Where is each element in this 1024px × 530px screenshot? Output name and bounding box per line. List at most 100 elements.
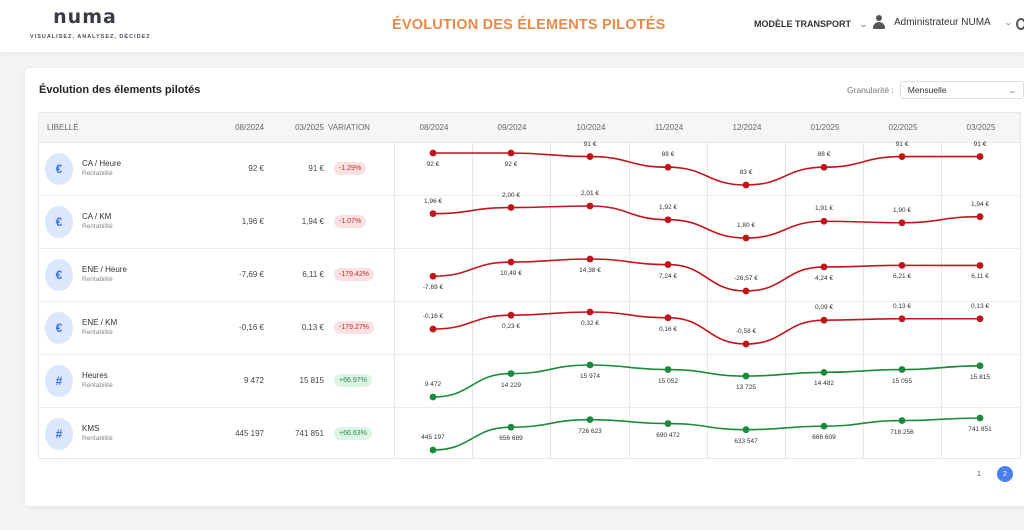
variation-badge: +66.97% bbox=[334, 374, 372, 387]
data-point[interactable] bbox=[507, 423, 515, 431]
data-point[interactable] bbox=[586, 153, 594, 160]
col-month: 08/2024 bbox=[419, 123, 449, 132]
data-point[interactable] bbox=[742, 287, 750, 295]
col-month: 03/2025 bbox=[966, 123, 996, 132]
data-point[interactable] bbox=[898, 366, 906, 373]
logo-wordmark: numa bbox=[53, 6, 117, 28]
data-point[interactable] bbox=[429, 446, 437, 454]
data-point[interactable] bbox=[976, 362, 984, 370]
data-point[interactable] bbox=[429, 393, 437, 401]
data-point[interactable] bbox=[507, 258, 515, 266]
data-point[interactable] bbox=[664, 366, 672, 373]
data-point[interactable] bbox=[898, 261, 906, 269]
table-row[interactable]: € ENE / Heure Rentabilité -7,69 € 6,11 €… bbox=[39, 249, 1020, 302]
point-value-label: 14,38 € bbox=[579, 267, 601, 274]
data-point[interactable] bbox=[742, 181, 750, 189]
data-point[interactable] bbox=[429, 272, 437, 280]
settings-icon[interactable] bbox=[1016, 18, 1024, 30]
data-point[interactable] bbox=[429, 149, 437, 157]
data-point[interactable] bbox=[507, 311, 515, 319]
data-point[interactable] bbox=[742, 340, 750, 348]
page-1-button[interactable]: 1 bbox=[976, 469, 982, 478]
point-value-label: 15 815 bbox=[970, 373, 990, 381]
pagination: 1 2 bbox=[971, 466, 1013, 482]
evolution-table: LIBELLÉ 08/2024 03/2025 VARIATION 08/202… bbox=[38, 112, 1021, 459]
chevron-down-icon: ⌄ bbox=[858, 19, 869, 29]
table-row[interactable]: # KMS Rentabilité 445 197 741 851 +66.63… bbox=[39, 408, 1020, 461]
data-point[interactable] bbox=[586, 308, 594, 316]
col-start[interactable]: 08/2024 bbox=[235, 123, 264, 132]
data-point[interactable] bbox=[976, 315, 984, 323]
col-end[interactable]: 03/2025 bbox=[295, 123, 324, 132]
table-row[interactable]: # Heures Rentabilité 9 472 15 815 +66.97… bbox=[39, 355, 1020, 408]
data-point[interactable] bbox=[586, 361, 594, 369]
column-divider bbox=[863, 143, 864, 459]
row-start-value: 9 472 bbox=[243, 376, 264, 385]
data-point[interactable] bbox=[976, 213, 984, 221]
data-point[interactable] bbox=[820, 263, 828, 271]
row-start-value: 445 197 bbox=[235, 429, 264, 438]
col-month: 01/2025 bbox=[810, 123, 840, 132]
data-point[interactable] bbox=[429, 325, 437, 333]
data-point[interactable] bbox=[898, 153, 906, 160]
granularity-value: Mensuelle bbox=[907, 85, 947, 95]
col-month: 11/2024 bbox=[654, 123, 684, 132]
data-point[interactable] bbox=[664, 420, 672, 427]
data-point[interactable] bbox=[664, 314, 672, 322]
data-point[interactable] bbox=[898, 417, 906, 424]
point-value-label: 726 623 bbox=[578, 427, 602, 435]
data-point[interactable] bbox=[664, 216, 672, 224]
data-point[interactable] bbox=[820, 368, 828, 376]
data-point[interactable] bbox=[742, 372, 750, 380]
point-value-label: 15 974 bbox=[580, 373, 600, 380]
point-value-label: 4,24 € bbox=[814, 274, 834, 282]
table-row[interactable]: € CA / KM Rentabilité 1,96 € 1,94 € -1.0… bbox=[39, 196, 1020, 249]
data-point[interactable] bbox=[976, 153, 984, 160]
chevron-down-icon: ⌄ bbox=[1007, 85, 1018, 95]
data-point[interactable] bbox=[976, 414, 984, 422]
data-point[interactable] bbox=[742, 426, 750, 434]
point-value-label: 6,11 € bbox=[971, 273, 989, 281]
table-row[interactable]: € ENE / KM Rentabilité -0,16 € 0.13 € -1… bbox=[39, 302, 1020, 355]
column-divider bbox=[550, 143, 551, 459]
granularity-select[interactable]: Mensuelle ⌄ bbox=[899, 81, 1024, 99]
point-value-label: 9 472 bbox=[424, 381, 442, 388]
user-menu[interactable]: Administrateur NUMA ⌄ bbox=[872, 15, 1013, 29]
data-point[interactable] bbox=[429, 210, 437, 218]
data-point[interactable] bbox=[820, 316, 828, 324]
col-variation[interactable]: VARIATION bbox=[328, 123, 370, 132]
col-month: 09/2024 bbox=[497, 123, 527, 132]
data-point[interactable] bbox=[507, 149, 515, 157]
page-2-button[interactable]: 2 bbox=[997, 466, 1013, 482]
data-point[interactable] bbox=[742, 234, 750, 242]
table-row[interactable]: € CA / Heure Rentabilité 92 € 91 € -1.29… bbox=[39, 143, 1020, 196]
data-point[interactable] bbox=[664, 163, 672, 171]
col-month: 02/2025 bbox=[888, 123, 918, 132]
data-point[interactable] bbox=[976, 262, 984, 269]
logo[interactable]: numa VISUALISEZ, ANALYSEZ, DÉCIDEZ bbox=[30, 6, 151, 40]
data-point[interactable] bbox=[507, 370, 515, 377]
user-name: Administrateur NUMA bbox=[894, 16, 991, 28]
col-month: 10/2024 bbox=[576, 123, 606, 132]
data-point[interactable] bbox=[507, 204, 515, 211]
data-point[interactable] bbox=[664, 261, 672, 268]
row-name: CA / KM bbox=[82, 212, 112, 221]
data-point[interactable] bbox=[586, 416, 594, 424]
data-point[interactable] bbox=[586, 255, 594, 263]
data-point[interactable] bbox=[820, 163, 828, 171]
row-name: ENE / KM bbox=[82, 318, 118, 327]
model-selector[interactable]: MODÈLE TRANSPORT ⌄ bbox=[754, 19, 869, 29]
chevron-down-icon: ⌄ bbox=[1003, 17, 1013, 27]
row-end-value: 741 851 bbox=[295, 429, 324, 438]
data-point[interactable] bbox=[586, 202, 594, 210]
data-point[interactable] bbox=[898, 219, 906, 227]
data-point[interactable] bbox=[820, 217, 828, 225]
point-value-label: 0,16 € bbox=[658, 325, 678, 333]
col-label[interactable]: LIBELLÉ bbox=[47, 123, 79, 132]
point-value-label: 0,13 € bbox=[892, 302, 912, 310]
row-start-value: -7,69 € bbox=[239, 270, 264, 279]
data-point[interactable] bbox=[820, 422, 828, 430]
logo-tagline: VISUALISEZ, ANALYSEZ, DÉCIDEZ bbox=[30, 34, 151, 40]
data-point[interactable] bbox=[898, 315, 906, 323]
top-bar: numa VISUALISEZ, ANALYSEZ, DÉCIDEZ ÉVOLU… bbox=[0, 0, 1024, 52]
